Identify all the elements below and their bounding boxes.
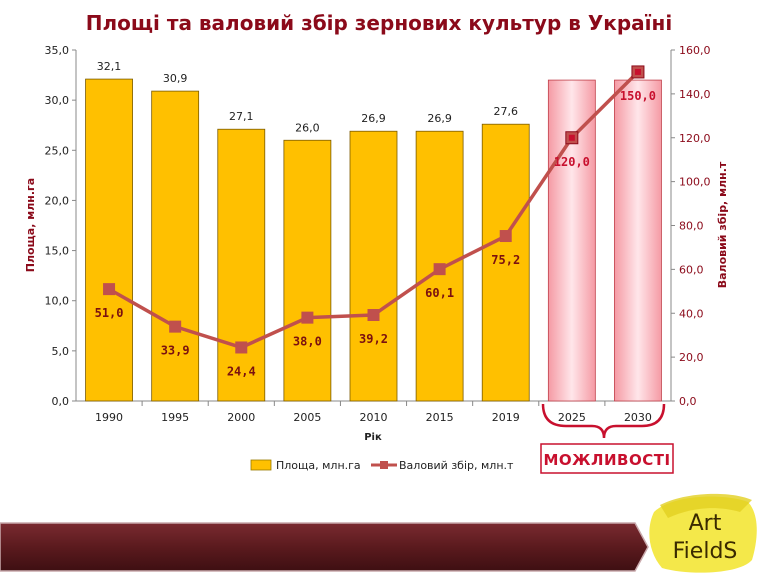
- x-tick-label: 2015: [426, 411, 454, 424]
- bar: [481, 123, 530, 402]
- x-axis-title: Рік: [364, 432, 382, 443]
- x-tick-label: 2000: [227, 411, 255, 424]
- right-tick-label: 100,0: [679, 176, 711, 189]
- bar-value-label: 26,9: [361, 112, 386, 125]
- point-value-label: 120,0: [554, 155, 590, 169]
- right-tick-label: 80,0: [679, 220, 704, 233]
- legend-bar-label: Площа, млн.га: [276, 459, 361, 472]
- bottom-banner: [0, 522, 649, 572]
- bar: [614, 79, 662, 402]
- future-brace: [541, 403, 666, 439]
- right-tick-label: 40,0: [679, 307, 704, 320]
- bar-value-label: 30,9: [163, 72, 188, 85]
- right-tick-label: 160,0: [679, 44, 711, 57]
- point-value-label: 51,0: [95, 306, 124, 320]
- line-point: [433, 263, 446, 276]
- line-point-inner: [568, 134, 575, 141]
- left-tick-label: 15,0: [45, 245, 70, 258]
- legend-bar-swatch: [250, 459, 272, 471]
- bar-value-label: 27,6: [493, 105, 518, 118]
- bar: [349, 130, 398, 402]
- logo-blob: [649, 496, 757, 573]
- x-tick-label: 2025: [558, 411, 586, 424]
- annotation-label: МОЖЛИВОСТІ: [543, 451, 670, 469]
- right-tick-label: 20,0: [679, 351, 704, 364]
- bar-value-label: 32,0: [560, 61, 585, 74]
- chart-title: Площі та валовий збір зернових культур в…: [86, 11, 672, 35]
- logo-blob-stroke: [660, 493, 752, 518]
- bar: [217, 128, 266, 402]
- line-point: [301, 311, 314, 324]
- line-series: 51,0 33,9 24,4 38,0 39,2 60,1 75,2 120,0 150,0: [95, 65, 656, 378]
- bar: [547, 79, 596, 402]
- point-value-label: 150,0: [620, 89, 656, 103]
- logo-text-line2: FieldS: [673, 539, 738, 564]
- right-axis-ticks: 0,0 20,0 40,0 60,0 80,0 100,0 120,0 140,0 160,0: [671, 44, 711, 408]
- right-tick-label: 60,0: [679, 263, 704, 276]
- bar: [85, 78, 133, 402]
- point-value-label: 39,2: [359, 332, 388, 346]
- x-tick-label: 1995: [161, 411, 189, 424]
- point-value-label: 24,4: [227, 364, 256, 378]
- x-tick-label: 2030: [624, 411, 652, 424]
- legend-line-marker: [380, 461, 388, 469]
- line-point: [499, 230, 512, 243]
- point-value-label: 75,2: [491, 253, 520, 267]
- left-tick-label: 10,0: [45, 295, 70, 308]
- bar-value-label: 26,9: [427, 112, 452, 125]
- x-tick-label: 2010: [360, 411, 388, 424]
- line-point: [103, 283, 116, 296]
- right-tick-label: 140,0: [679, 88, 711, 101]
- bar-value-label: 32,1: [97, 60, 122, 73]
- point-value-label: 33,9: [161, 344, 190, 358]
- right-axis-title: Валовий збір, млн.т: [716, 161, 729, 288]
- x-tick-label: 2019: [492, 411, 520, 424]
- left-tick-label: 20,0: [45, 194, 70, 207]
- legend: Площа, млн.га Валовий збір, млн.т: [250, 459, 514, 472]
- point-value-label: 60,1: [425, 286, 454, 300]
- line-point: [235, 341, 248, 354]
- line-point-inner: [634, 68, 641, 75]
- left-tick-label: 25,0: [45, 144, 70, 157]
- bar-value-label: 26,0: [295, 121, 320, 134]
- left-axis-title: Площа, млн.га: [24, 178, 37, 272]
- x-axis-categories: 1990 1995 2000 2005 2010 2015 2019 2025 2030: [95, 401, 652, 424]
- x-tick-label: 2005: [293, 411, 321, 424]
- bar: [283, 139, 332, 402]
- line-point: [367, 309, 380, 322]
- left-tick-label: 30,0: [45, 94, 70, 107]
- x-tick-label: 1990: [95, 411, 123, 424]
- bar-value-label: 27,1: [229, 110, 254, 123]
- legend-line-label: Валовий збір, млн.т: [399, 459, 514, 472]
- annotation-box: [540, 443, 674, 474]
- bar: [151, 90, 200, 402]
- line-point: [169, 320, 182, 333]
- logo-text-line1: Art: [689, 511, 722, 536]
- left-tick-label: 5,0: [52, 345, 70, 358]
- left-tick-label: 35,0: [45, 44, 70, 57]
- right-tick-label: 0,0: [679, 395, 697, 408]
- plot-area: 0,0 5,0 10,0 15,0 20,0 25,0 30,0 35,0 0,0 20,0 40…: [45, 44, 711, 424]
- left-axis-ticks: 0,0 5,0 10,0 15,0 20,0 25,0 30,0 35,0: [45, 44, 76, 408]
- logo: Art FieldS: [649, 493, 757, 573]
- bar-series: 32,130,927,126,026,926,927,632,032,0: [85, 60, 662, 402]
- point-value-label: 38,0: [293, 335, 322, 349]
- right-tick-label: 120,0: [679, 132, 711, 145]
- left-tick-label: 0,0: [52, 395, 70, 408]
